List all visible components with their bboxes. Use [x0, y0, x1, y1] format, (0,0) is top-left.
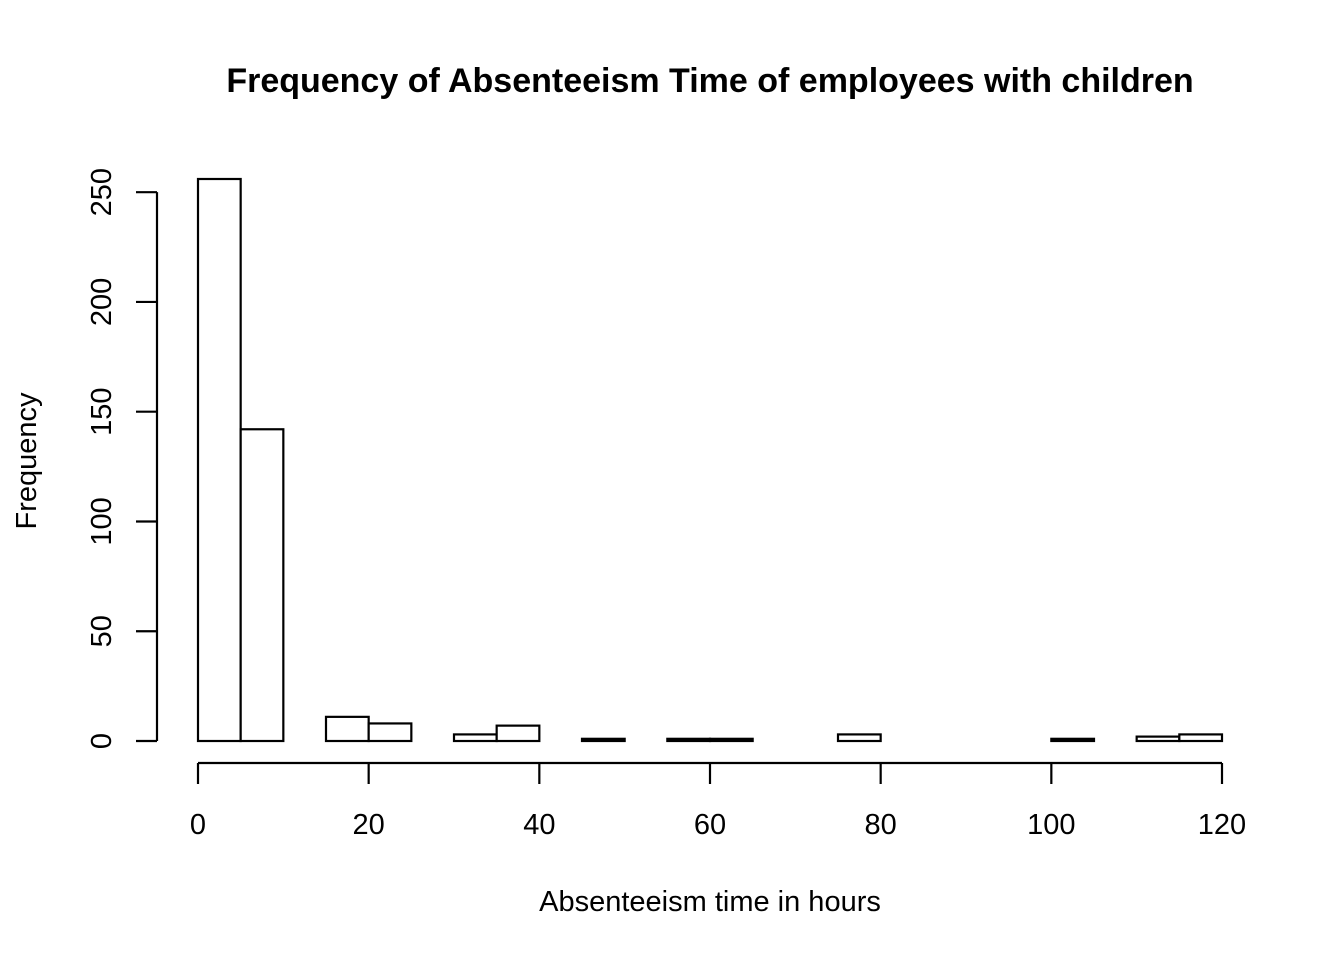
histogram-bar	[1178, 733, 1224, 743]
x-tick-label: 0	[190, 809, 206, 841]
x-tick-label: 40	[523, 809, 555, 841]
y-tick-label: 250	[86, 168, 118, 216]
histogram-bar	[367, 722, 413, 743]
x-tick-label: 80	[865, 809, 897, 841]
y-tick-label: 200	[86, 278, 118, 326]
x-axis-label: Absenteeism time in hours	[539, 886, 881, 918]
chart-title: Frequency of Absenteeism Time of employe…	[226, 62, 1193, 100]
histogram-bar	[708, 737, 754, 743]
y-tick-label: 0	[86, 733, 118, 749]
histogram-bars	[196, 177, 1224, 743]
y-tick-label: 50	[86, 615, 118, 647]
y-axis: 0 50 100 150 200 250	[86, 168, 159, 749]
histogram-bar	[495, 724, 541, 743]
histogram-bar	[1135, 735, 1181, 743]
x-tick-label: 100	[1027, 809, 1075, 841]
y-tick-label: 100	[86, 497, 118, 545]
histogram-bar	[324, 715, 370, 743]
histogram-bar	[666, 737, 712, 743]
histogram-bar	[239, 428, 285, 743]
histogram-bar	[1050, 737, 1096, 743]
x-tick-label: 60	[694, 809, 726, 841]
histogram-bar	[580, 737, 626, 743]
histogram-bar	[452, 733, 498, 743]
y-axis-label: Frequency	[11, 392, 43, 530]
x-tick-label: 120	[1198, 809, 1246, 841]
histogram-bar	[836, 733, 882, 743]
x-tick-label: 20	[353, 809, 385, 841]
histogram-bar	[196, 177, 242, 743]
x-axis: 0 20 40 60 80 100 120	[190, 761, 1246, 841]
y-tick-label: 150	[86, 388, 118, 436]
